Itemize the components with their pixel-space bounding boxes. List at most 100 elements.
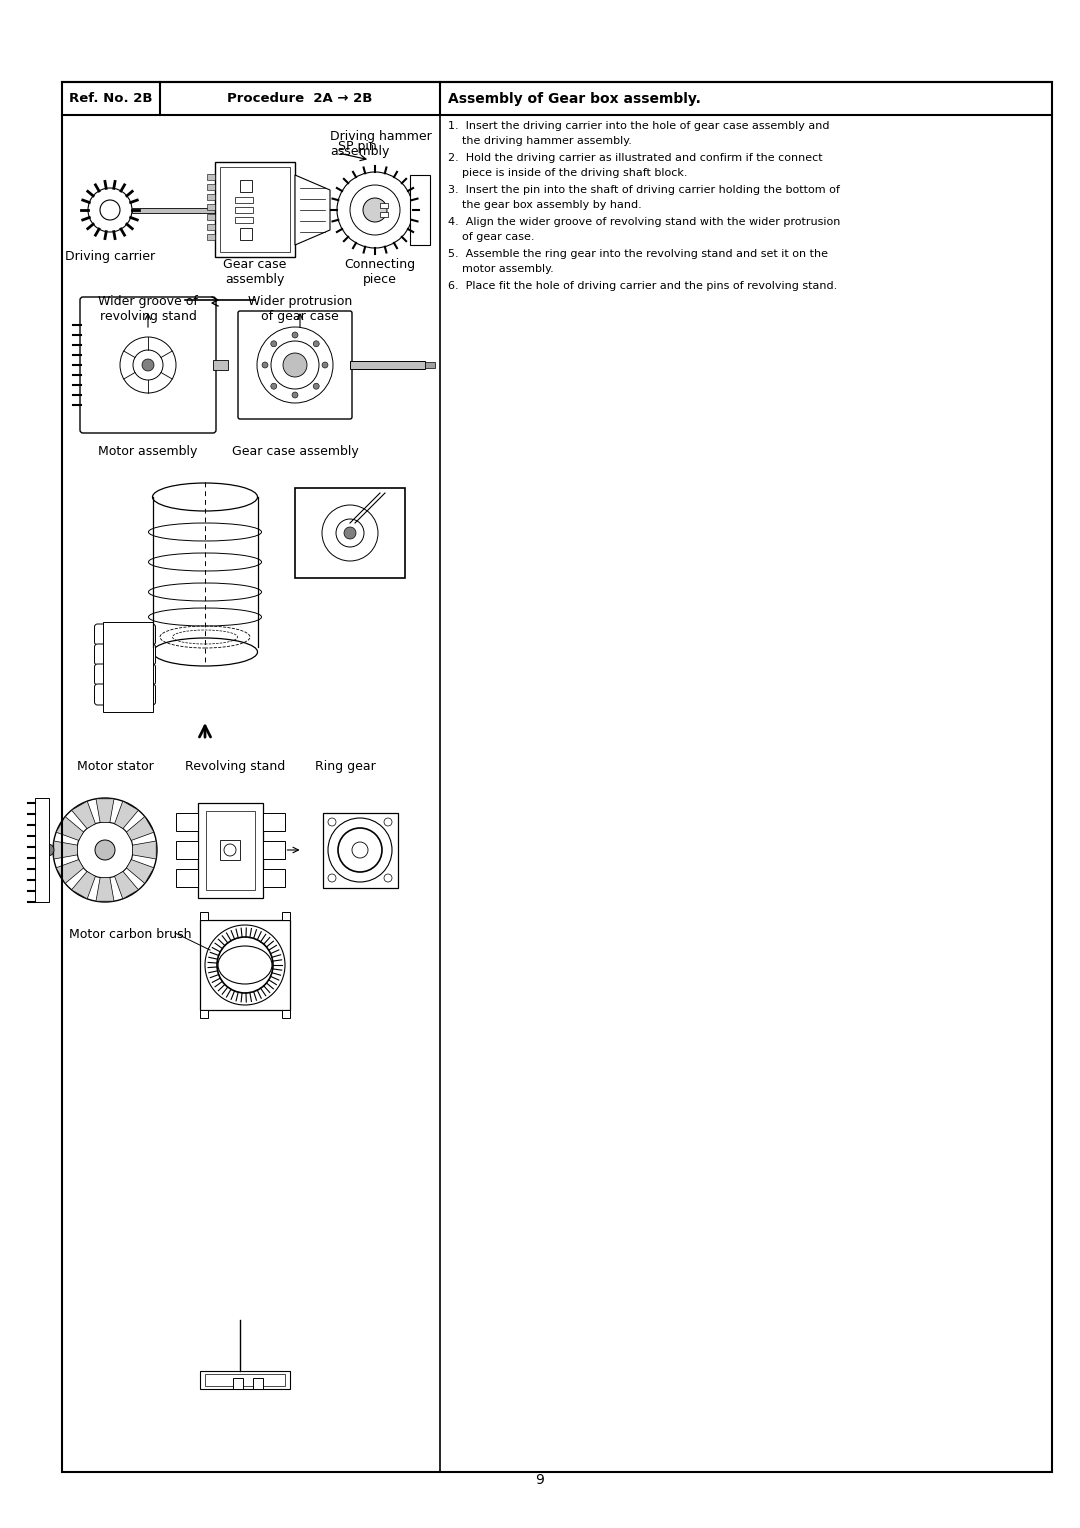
Text: the driving hammer assembly.: the driving hammer assembly. (448, 136, 632, 145)
Text: Connecting
piece: Connecting piece (345, 258, 416, 286)
Bar (240, 180, 252, 193)
Polygon shape (133, 840, 157, 859)
Bar (215, 162, 295, 257)
Bar (240, 228, 252, 240)
Bar (175, 840, 198, 859)
Polygon shape (114, 801, 138, 828)
Circle shape (87, 188, 132, 232)
Circle shape (42, 843, 54, 856)
FancyBboxPatch shape (80, 296, 216, 432)
Circle shape (262, 362, 268, 368)
Bar (282, 1010, 291, 1018)
Bar (295, 487, 405, 578)
Bar (198, 802, 262, 897)
Bar (233, 1378, 243, 1389)
Bar (207, 214, 215, 220)
Bar (350, 361, 426, 368)
Text: Motor stator: Motor stator (77, 759, 153, 773)
Bar (200, 1010, 208, 1018)
Polygon shape (56, 860, 83, 883)
Bar (262, 840, 284, 859)
FancyBboxPatch shape (95, 643, 156, 665)
Circle shape (328, 817, 392, 882)
Bar (175, 813, 198, 831)
Bar (220, 167, 291, 252)
Polygon shape (96, 877, 114, 902)
Bar (262, 813, 284, 831)
Text: Motor carbon brush: Motor carbon brush (69, 927, 191, 941)
Circle shape (313, 341, 320, 347)
Text: 4.  Align the wider groove of revolving stand with the wider protrusion: 4. Align the wider groove of revolving s… (448, 217, 840, 228)
Circle shape (100, 200, 120, 220)
FancyBboxPatch shape (95, 623, 156, 645)
Text: Ref. No. 2B: Ref. No. 2B (69, 92, 152, 105)
Bar (200, 1371, 291, 1389)
Text: 5.  Assemble the ring gear into the revolving stand and set it on the: 5. Assemble the ring gear into the revol… (448, 249, 828, 260)
Bar (207, 205, 215, 209)
Ellipse shape (152, 639, 257, 666)
Circle shape (271, 384, 276, 390)
Text: Wider groove of
revolving stand: Wider groove of revolving stand (98, 295, 198, 322)
Bar (267, 208, 275, 212)
Bar (253, 1378, 264, 1389)
Circle shape (363, 199, 387, 222)
Polygon shape (96, 799, 114, 822)
Text: Gear case
assembly: Gear case assembly (224, 258, 286, 286)
Circle shape (77, 822, 133, 879)
Bar (220, 840, 240, 860)
Bar (235, 217, 253, 223)
Bar (207, 234, 215, 240)
Text: Driving hammer
assembly: Driving hammer assembly (330, 130, 432, 157)
Circle shape (337, 173, 413, 248)
Text: Motor assembly: Motor assembly (98, 445, 198, 458)
Circle shape (292, 393, 298, 397)
Bar (380, 203, 388, 208)
Text: Wider protrusion
of gear case: Wider protrusion of gear case (248, 295, 352, 322)
Circle shape (141, 359, 154, 371)
FancyBboxPatch shape (95, 685, 156, 704)
Bar (380, 212, 388, 217)
Bar (207, 225, 215, 231)
Bar (213, 361, 228, 370)
Bar (205, 810, 255, 889)
Bar (235, 197, 253, 203)
Bar (426, 362, 435, 368)
Bar (207, 183, 215, 189)
Polygon shape (54, 840, 78, 859)
Polygon shape (103, 622, 152, 712)
Circle shape (217, 937, 273, 993)
Polygon shape (71, 801, 95, 828)
Bar (35, 798, 49, 902)
Circle shape (292, 332, 298, 338)
Text: 6.  Place fit the hole of driving carrier and the pins of revolving stand.: 6. Place fit the hole of driving carrier… (448, 281, 837, 290)
Polygon shape (56, 816, 83, 840)
Circle shape (271, 341, 276, 347)
Circle shape (53, 798, 157, 902)
Text: of gear case.: of gear case. (448, 232, 535, 241)
Bar (235, 206, 253, 212)
Bar (207, 174, 215, 180)
Bar (282, 912, 291, 920)
Text: SP pin: SP pin (338, 141, 377, 153)
Text: Driving carrier: Driving carrier (65, 251, 156, 263)
Bar (175, 869, 198, 886)
FancyBboxPatch shape (238, 312, 352, 419)
Bar (132, 208, 267, 212)
Bar (323, 813, 397, 888)
Text: 2.  Hold the driving carrier as illustrated and confirm if the connect: 2. Hold the driving carrier as illustrat… (448, 153, 823, 163)
Bar (207, 194, 215, 200)
Polygon shape (71, 871, 95, 898)
Circle shape (345, 527, 356, 539)
Polygon shape (126, 816, 153, 840)
Bar (262, 869, 284, 886)
Bar (410, 176, 430, 244)
Circle shape (313, 384, 320, 390)
Circle shape (95, 840, 114, 860)
Polygon shape (295, 176, 330, 244)
Circle shape (350, 185, 400, 235)
Text: motor assembly.: motor assembly. (448, 263, 554, 274)
Text: 9: 9 (536, 1473, 544, 1487)
Text: Assembly of Gear box assembly.: Assembly of Gear box assembly. (448, 92, 701, 105)
Circle shape (322, 362, 328, 368)
Text: piece is inside of the driving shaft block.: piece is inside of the driving shaft blo… (448, 168, 688, 177)
